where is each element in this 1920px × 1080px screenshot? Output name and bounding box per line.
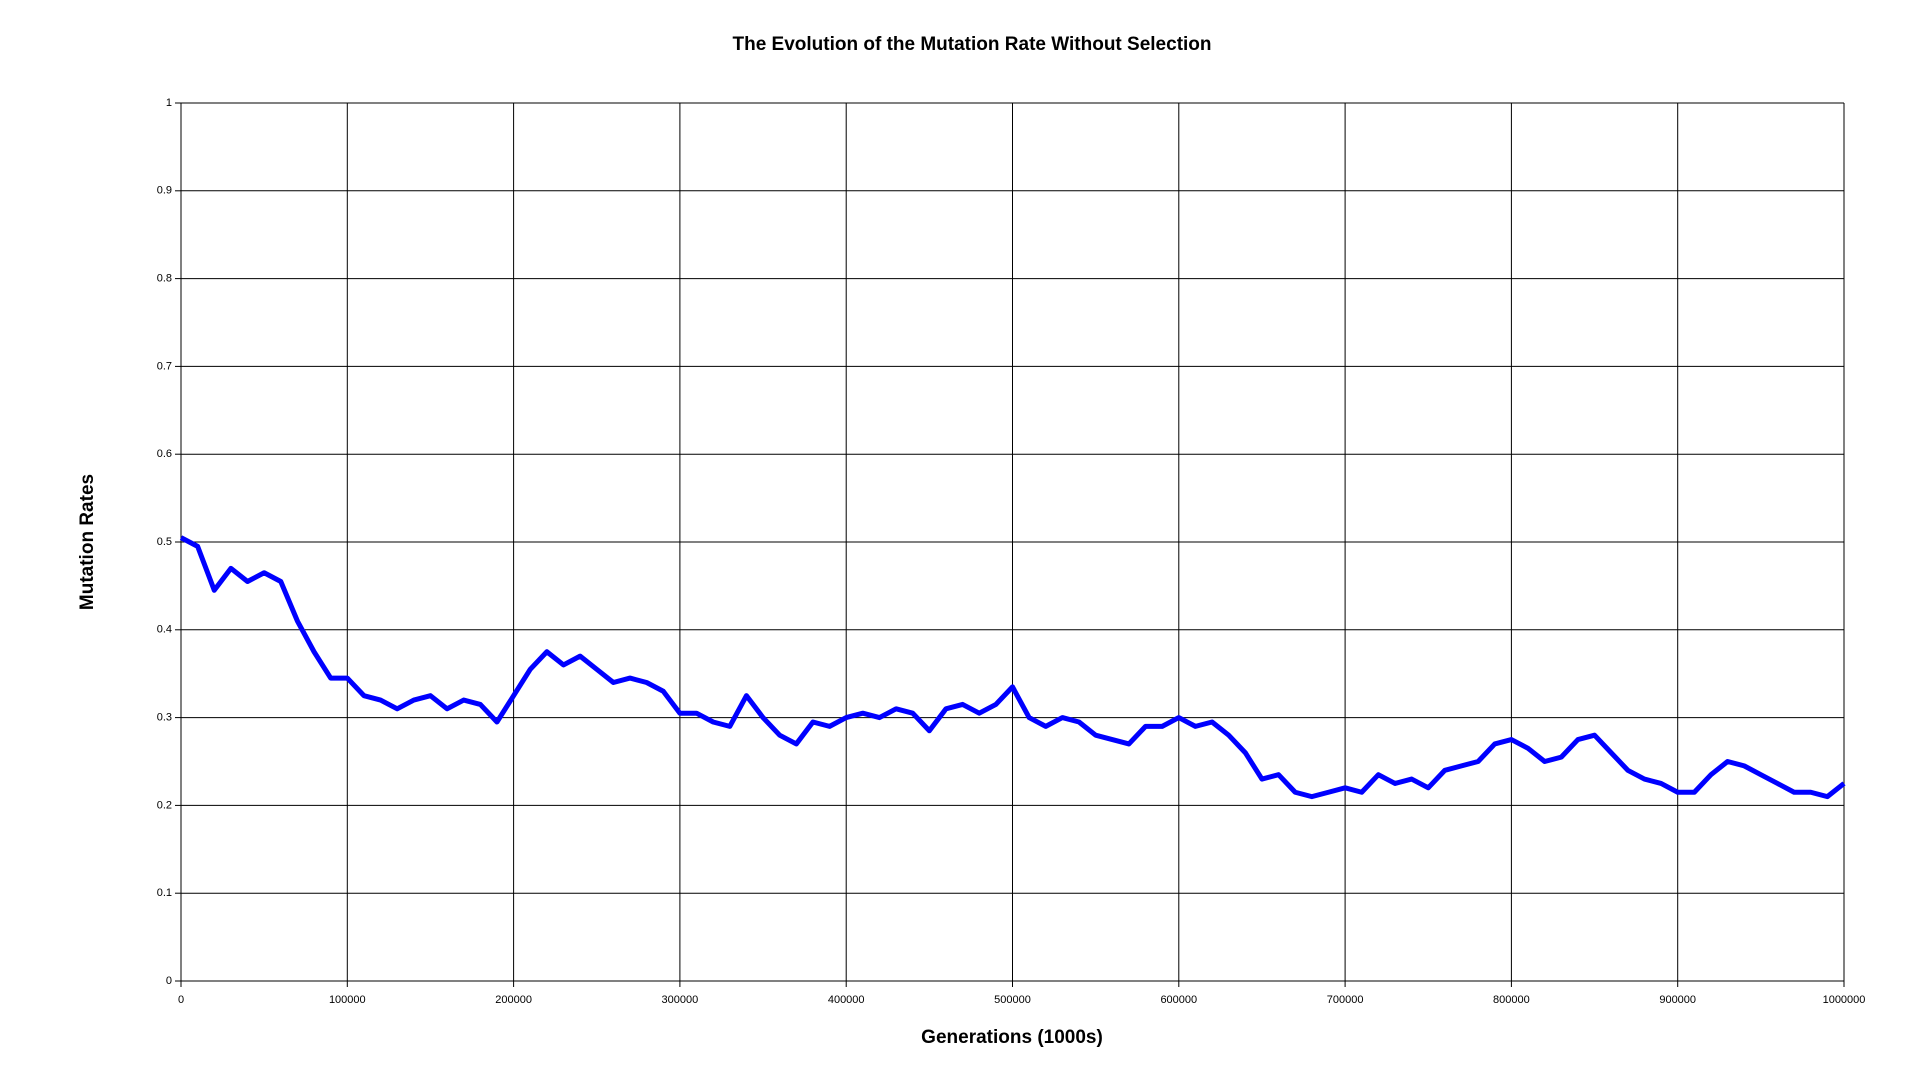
y-tick-label: 0.6 (157, 448, 172, 460)
x-tick-label: 100000 (329, 994, 366, 1006)
x-tick-label: 0 (178, 994, 184, 1006)
y-tick-label: 0.1 (157, 887, 172, 899)
y-tick-label: 0 (166, 975, 172, 987)
x-tick-label: 900000 (1659, 994, 1696, 1006)
data-line (179, 535, 1846, 800)
y-tick-label: 0.4 (157, 624, 172, 636)
x-tick-label: 600000 (1160, 994, 1197, 1006)
x-tick-label: 200000 (495, 994, 532, 1006)
y-axis-title: Mutation Rates (77, 474, 98, 610)
x-tick-label: 400000 (828, 994, 865, 1006)
x-tick-label: 1000000 (1823, 994, 1866, 1006)
y-tick-label: 0.2 (157, 799, 172, 811)
chart-title: The Evolution of the Mutation Rate Witho… (732, 34, 1211, 55)
x-tick-label: 500000 (994, 994, 1031, 1006)
y-tick-label: 0.5 (157, 536, 172, 548)
x-tick-label: 800000 (1493, 994, 1530, 1006)
y-tick-label: 0.3 (157, 712, 172, 724)
x-tick-label: 300000 (662, 994, 699, 1006)
y-tick-label: 1 (166, 97, 172, 109)
y-tick-label: 0.9 (157, 185, 172, 197)
y-tick-label: 0.8 (157, 273, 172, 285)
y-tick-label: 0.7 (157, 360, 172, 372)
x-axis-title: Generations (1000s) (921, 1027, 1103, 1048)
x-tick-label: 700000 (1327, 994, 1364, 1006)
